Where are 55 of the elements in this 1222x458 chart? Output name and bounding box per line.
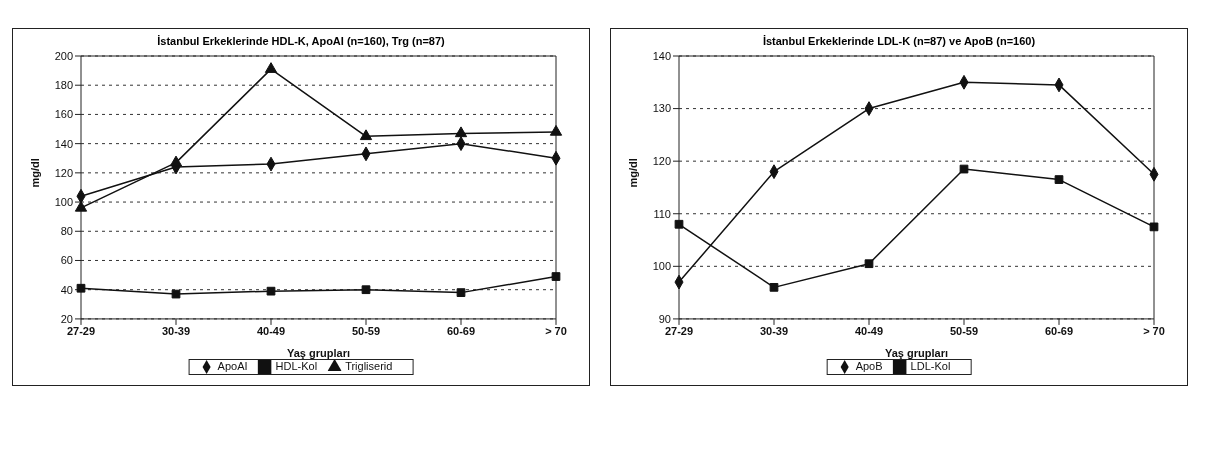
chart-title: İstanbul Erkeklerinde LDL-K (n=87) ve ApoB (n=160) [761, 35, 1037, 47]
y-tick-label: 120 [54, 166, 73, 179]
x-axis-title: Yaş grupları [287, 346, 350, 359]
legend-label: HDL-Kol [275, 359, 318, 372]
x-axis-title: Yaş grupları [885, 346, 948, 359]
x-tick-label: 30-39 [759, 324, 789, 337]
y-tick-label: 130 [652, 102, 671, 115]
x-tick-label: 27-29 [66, 324, 96, 337]
legend-label: LDL-Kol [910, 359, 951, 372]
point [959, 164, 969, 174]
y-tick-label: 110 [653, 207, 671, 220]
point [769, 282, 779, 292]
point [551, 272, 561, 281]
y-tick-label: 140 [652, 49, 671, 62]
point [171, 289, 181, 299]
x-tick-label: 60-69 [446, 324, 476, 337]
y-tick-label: 60 [60, 254, 73, 267]
point [1054, 175, 1066, 184]
chart-title: İstanbul Erkeklerinde HDL-K, ApoAI (n=160), Trg (n=87) [156, 35, 446, 47]
y-tick-label: 80 [60, 225, 73, 238]
x-tick-label: 27-29 [664, 324, 694, 337]
point [76, 283, 86, 293]
point [864, 259, 874, 269]
point [74, 200, 88, 212]
point [359, 129, 373, 141]
x-tick-label: 50-59 [949, 324, 979, 337]
point [549, 124, 563, 136]
y-axis-title: mg/dl [28, 158, 41, 188]
x-tick-label: 40-49 [854, 324, 884, 337]
point [264, 62, 278, 73]
y-axis-title: mg/dl [626, 158, 639, 188]
x-tick-label: 50-59 [351, 324, 381, 337]
point [361, 285, 371, 295]
y-tick-label: 90 [658, 312, 671, 325]
point [454, 126, 468, 138]
legend-label: ApoB [855, 359, 883, 372]
y-tick-label: 160 [54, 108, 73, 121]
y-tick-label: 20 [60, 312, 73, 325]
y-tick-label: 180 [54, 79, 73, 92]
legend-label: Trigliserid [345, 359, 393, 372]
x-tick-label: 60-69 [1044, 324, 1074, 337]
y-tick-label: 100 [54, 195, 73, 208]
x-tick-label: > 70 [1143, 324, 1165, 337]
x-tick-label: 30-39 [161, 324, 191, 337]
y-tick-label: 120 [652, 155, 671, 168]
point [674, 219, 684, 229]
x-tick-label: > 70 [545, 324, 567, 337]
y-tick-label: 40 [60, 283, 73, 296]
y-tick-label: 100 [652, 260, 671, 273]
point [456, 288, 466, 297]
point [266, 286, 276, 296]
y-tick-label: 140 [54, 137, 73, 150]
x-tick-label: 40-49 [256, 324, 286, 337]
y-tick-label: 200 [54, 49, 73, 62]
legend-label: ApoAI [217, 359, 248, 372]
